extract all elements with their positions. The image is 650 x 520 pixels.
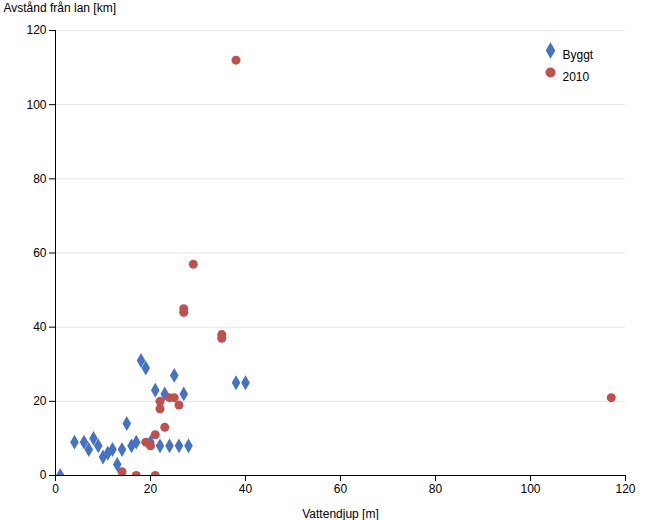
svg-text:20: 20 (144, 482, 158, 496)
svg-text:80: 80 (429, 482, 443, 496)
svg-text:100: 100 (520, 482, 540, 496)
svg-text:Vattendjup [m]: Vattendjup [m] (302, 507, 379, 520)
svg-text:40: 40 (33, 320, 47, 334)
svg-text:Avstånd från lan [km]: Avstånd från lan [km] (4, 1, 117, 15)
svg-text:80: 80 (33, 172, 47, 186)
svg-text:0: 0 (52, 482, 59, 496)
svg-text:Byggt: Byggt (563, 48, 594, 62)
svg-text:100: 100 (26, 98, 46, 112)
svg-text:120: 120 (26, 23, 46, 37)
svg-text:60: 60 (334, 482, 348, 496)
svg-text:2010: 2010 (563, 70, 590, 84)
svg-text:0: 0 (40, 468, 47, 482)
svg-text:60: 60 (33, 246, 47, 260)
svg-text:120: 120 (615, 482, 635, 496)
svg-text:20: 20 (33, 394, 47, 408)
svg-text:40: 40 (239, 482, 253, 496)
